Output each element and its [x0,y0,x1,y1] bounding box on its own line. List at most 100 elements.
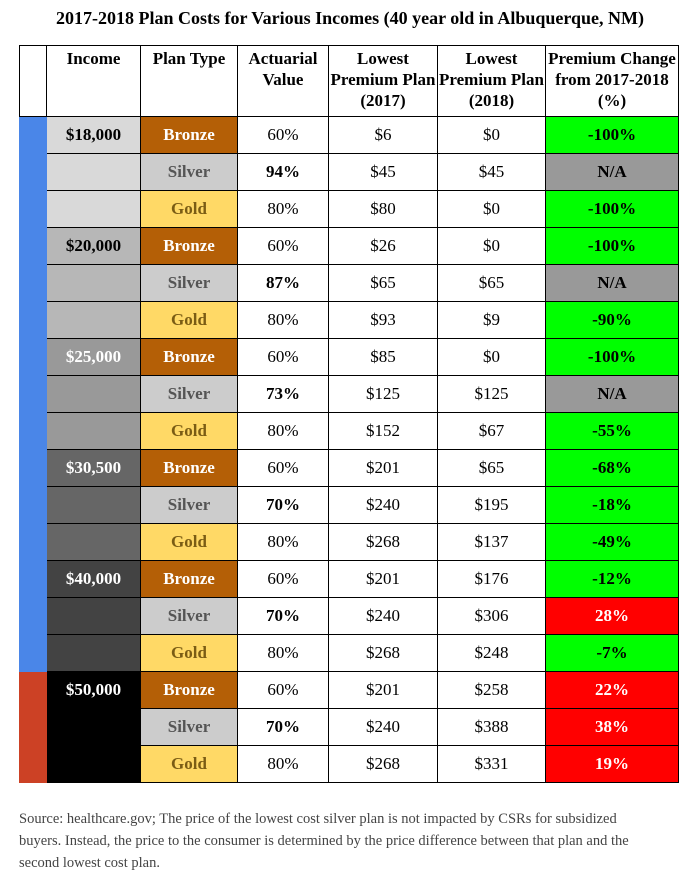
income-group-stripe [19,338,47,376]
income-cell [46,708,141,746]
actuarial-value-cell: 80% [237,301,329,339]
premium-2017-cell: $240 [328,486,438,524]
table-row: Gold 80% $152 $67 -55% [19,412,679,450]
plan-type-cell: Silver [140,708,238,746]
income-cell [46,153,141,191]
premium-change-cell: -100% [545,116,679,154]
income-group-stripe [19,745,47,783]
premium-2018-cell: $176 [437,560,546,598]
actuarial-value-cell: 60% [237,560,329,598]
income-cell: $30,500 [46,449,141,487]
premium-2018-cell: $258 [437,671,546,709]
premium-2017-cell: $85 [328,338,438,376]
premium-change-cell: -90% [545,301,679,339]
table-row: $20,000 Bronze 60% $26 $0 -100% [19,227,679,265]
actuarial-value-cell: 80% [237,745,329,783]
premium-2018-cell: $248 [437,634,546,672]
premium-2017-cell: $268 [328,745,438,783]
premium-change-cell: -7% [545,634,679,672]
income-cell [46,412,141,450]
premium-2017-cell: $125 [328,375,438,413]
actuarial-value-cell: 80% [237,190,329,228]
income-group-stripe [19,708,47,746]
actuarial-value-cell: 94% [237,153,329,191]
income-cell: $25,000 [46,338,141,376]
premium-change-cell: 38% [545,708,679,746]
table-row: Silver 70% $240 $306 28% [19,597,679,635]
premium-2017-cell: $268 [328,634,438,672]
plan-type-cell: Silver [140,153,238,191]
income-group-stripe [19,634,47,672]
table-row: Silver 94% $45 $45 N/A [19,153,679,191]
actuarial-value-cell: 80% [237,523,329,561]
premium-change-cell: N/A [545,375,679,413]
header-row: Income Plan Type Actuarial Value Lowest … [19,45,679,117]
income-cell [46,597,141,635]
income-cell: $40,000 [46,560,141,598]
income-group-stripe [19,560,47,598]
premium-2017-cell: $240 [328,597,438,635]
premium-2017-cell: $240 [328,708,438,746]
income-cell: $18,000 [46,116,141,154]
income-cell: $20,000 [46,227,141,265]
premium-2017-cell: $201 [328,560,438,598]
table-row: $40,000 Bronze 60% $201 $176 -12% [19,560,679,598]
table-row: Gold 80% $268 $331 19% [19,745,679,783]
premium-change-cell: N/A [545,264,679,302]
table-row: Gold 80% $93 $9 -90% [19,301,679,339]
source-note: Source: healthcare.gov; The price of the… [19,811,629,871]
table-row: $30,500 Bronze 60% $201 $65 -68% [19,449,679,487]
column-header: Actuarial Value [237,45,329,117]
table-row: $18,000 Bronze 60% $6 $0 -100% [19,116,679,154]
premium-2017-cell: $65 [328,264,438,302]
premium-change-cell: 28% [545,597,679,635]
premium-2017-cell: $152 [328,412,438,450]
plan-type-cell: Gold [140,523,238,561]
premium-change-cell: -68% [545,449,679,487]
table-row: Silver 73% $125 $125 N/A [19,375,679,413]
income-group-stripe [19,301,47,339]
premium-2018-cell: $45 [437,153,546,191]
actuarial-value-cell: 70% [237,486,329,524]
plan-type-cell: Gold [140,190,238,228]
plan-type-cell: Silver [140,597,238,635]
actuarial-value-cell: 80% [237,634,329,672]
premium-2017-cell: $201 [328,449,438,487]
plan-type-cell: Bronze [140,671,238,709]
income-group-stripe [19,190,47,228]
column-header: Plan Type [140,45,238,117]
income-group-stripe [19,116,47,154]
plan-type-cell: Silver [140,486,238,524]
plan-type-cell: Silver [140,264,238,302]
income-group-stripe [19,153,47,191]
income-group-stripe [19,523,47,561]
income-cell: $50,000 [46,671,141,709]
premium-change-cell: -12% [545,560,679,598]
column-header: Lowest Premium Plan (2017) [328,45,438,117]
table-row: Silver 87% $65 $65 N/A [19,264,679,302]
income-group-stripe [19,597,47,635]
income-group-stripe [19,449,47,487]
income-group-stripe [19,412,47,450]
actuarial-value-cell: 73% [237,375,329,413]
premium-2017-cell: $93 [328,301,438,339]
premium-2017-cell: $80 [328,190,438,228]
plan-type-cell: Bronze [140,116,238,154]
premium-2018-cell: $125 [437,375,546,413]
premium-2017-cell: $45 [328,153,438,191]
income-cell [46,745,141,783]
premium-change-cell: 19% [545,745,679,783]
plan-type-cell: Gold [140,745,238,783]
premium-2018-cell: $65 [437,449,546,487]
table-row: Gold 80% $268 $248 -7% [19,634,679,672]
income-cell [46,190,141,228]
premium-change-cell: -55% [545,412,679,450]
premium-2017-cell: $268 [328,523,438,561]
plan-type-cell: Bronze [140,560,238,598]
plan-type-cell: Bronze [140,449,238,487]
actuarial-value-cell: 60% [237,227,329,265]
plan-type-cell: Bronze [140,227,238,265]
income-cell [46,523,141,561]
income-cell [46,634,141,672]
premium-2017-cell: $201 [328,671,438,709]
